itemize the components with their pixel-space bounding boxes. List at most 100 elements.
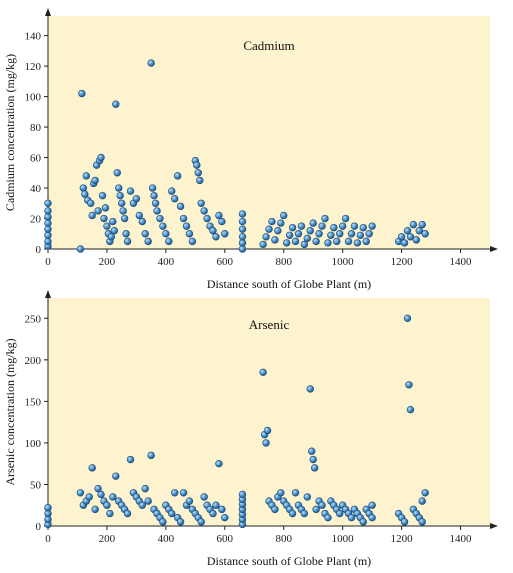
- data-point: [259, 368, 267, 377]
- x-tick-label: 1200: [391, 256, 414, 268]
- data-point: [150, 191, 158, 200]
- y-tick-label: 200: [25, 355, 42, 367]
- data-point: [112, 100, 120, 108]
- data-point: [76, 489, 85, 497]
- y-tick-label: 140: [25, 31, 42, 43]
- data-point: [112, 472, 120, 480]
- data-point: [321, 214, 329, 223]
- data-point: [308, 447, 316, 455]
- data-point: [365, 230, 373, 238]
- data-point: [88, 464, 96, 472]
- data-point: [344, 237, 353, 246]
- data-point: [159, 222, 167, 230]
- x-axis-label: Distance south of Globe Plant (m): [207, 554, 371, 568]
- y-tick-label: 50: [30, 479, 42, 491]
- data-point: [176, 518, 185, 526]
- data-point: [179, 214, 188, 223]
- x-tick-label: 0: [45, 533, 51, 545]
- data-point: [78, 89, 86, 98]
- data-point: [303, 234, 312, 243]
- data-point: [97, 490, 105, 499]
- data-point: [182, 222, 191, 230]
- data-point: [98, 191, 107, 200]
- x-tick-label: 0: [45, 256, 51, 268]
- data-point: [238, 233, 247, 241]
- data-point: [324, 239, 332, 247]
- data-point: [350, 222, 359, 230]
- plot-background: [48, 298, 490, 526]
- data-point: [188, 237, 197, 246]
- data-point: [120, 214, 129, 223]
- data-point: [265, 225, 273, 233]
- data-point: [215, 211, 223, 220]
- data-point: [221, 513, 229, 522]
- x-tick-label: 1400: [450, 256, 473, 268]
- x-axis-label: Distance south of Globe Plant (m): [207, 277, 371, 291]
- data-point: [141, 484, 149, 493]
- data-point: [197, 199, 205, 207]
- y-tick-label: 40: [30, 183, 42, 195]
- data-point: [218, 217, 226, 226]
- data-point: [147, 451, 155, 460]
- data-point: [44, 231, 52, 239]
- data-point: [397, 233, 406, 241]
- data-point: [168, 187, 176, 195]
- data-point: [336, 509, 344, 518]
- data-point: [294, 230, 303, 238]
- data-point: [262, 233, 270, 241]
- data-point: [277, 219, 285, 227]
- data-point: [94, 484, 102, 493]
- data-point: [162, 230, 170, 238]
- x-tick-label: 1000: [332, 533, 355, 545]
- y-tick-label: 120: [25, 61, 42, 73]
- data-point: [44, 213, 52, 221]
- data-point: [153, 207, 161, 215]
- data-point: [353, 239, 362, 247]
- data-point: [238, 210, 247, 218]
- data-point: [356, 231, 365, 239]
- data-point: [327, 231, 335, 239]
- y-tick-label: 100: [25, 92, 42, 104]
- data-point: [421, 230, 429, 238]
- x-tick-label: 400: [158, 256, 175, 268]
- data-point: [76, 245, 85, 253]
- data-point: [418, 220, 426, 229]
- data-point: [418, 518, 426, 526]
- x-tick-label: 800: [275, 533, 292, 545]
- data-point: [282, 239, 291, 247]
- data-point: [359, 518, 367, 526]
- data-point: [263, 426, 272, 435]
- data-point: [165, 237, 173, 246]
- data-point: [159, 518, 167, 526]
- data-point: [238, 225, 247, 233]
- data-point: [110, 227, 119, 235]
- data-point: [44, 504, 52, 512]
- data-point: [262, 439, 270, 447]
- data-point: [197, 518, 205, 526]
- data-point: [168, 509, 176, 518]
- data-point: [303, 493, 312, 501]
- data-point: [185, 497, 194, 505]
- data-point: [44, 207, 52, 215]
- x-tick-label: 1200: [391, 533, 414, 545]
- data-point: [156, 214, 164, 223]
- data-point: [122, 230, 130, 238]
- data-point: [44, 225, 52, 233]
- data-point: [291, 237, 300, 246]
- data-point: [315, 230, 323, 238]
- data-point: [44, 219, 52, 227]
- data-point: [123, 237, 132, 246]
- data-point: [318, 501, 326, 509]
- x-tick-label: 400: [158, 533, 175, 545]
- data-point: [91, 505, 99, 514]
- data-point: [119, 207, 127, 215]
- data-point: [147, 59, 155, 67]
- data-point: [171, 489, 179, 497]
- data-point: [91, 176, 99, 185]
- data-point: [44, 237, 52, 246]
- data-point: [336, 230, 344, 238]
- data-point: [138, 501, 146, 509]
- data-point: [277, 489, 285, 497]
- data-point: [144, 237, 152, 246]
- data-point: [359, 223, 367, 232]
